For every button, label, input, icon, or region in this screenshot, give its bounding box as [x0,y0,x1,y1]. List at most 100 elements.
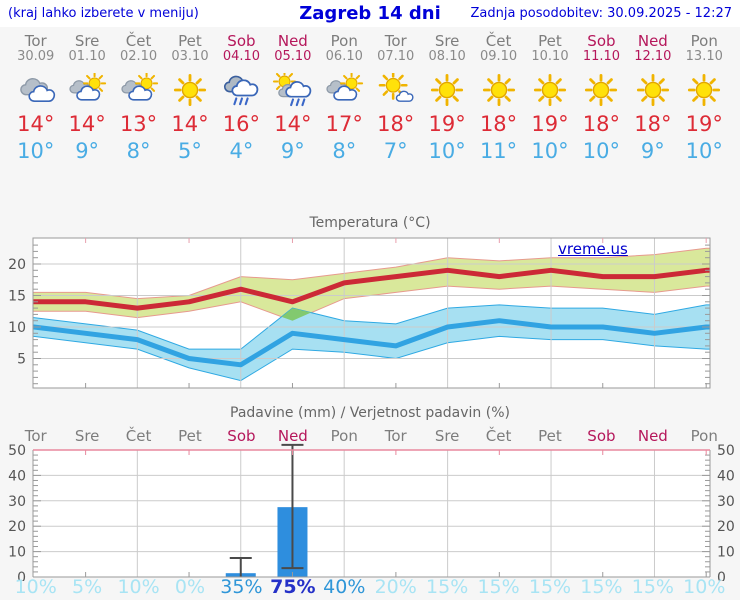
precip-day-name: Čet [125,427,152,445]
precip-day-name: Pon [330,427,358,445]
min-temperature: 10° [531,139,569,163]
min-temperature: 4° [229,139,254,163]
precip-day-name: Sre [434,427,460,445]
precip-prob-row: 10% 5% 10% 0% 35% 75% 40% 20% 15% 15% 15% 15% 15% 10% [10,576,730,598]
min-temperature: 8° [332,139,357,163]
day-date: 30.09 [17,49,55,64]
max-temperature: 14° [68,112,106,136]
forecast-day: Ned 12.10 18° 9° [627,33,678,165]
day-name: Sob [227,32,256,50]
temperature-chart-svg: 5 10 15 20 [8,237,711,389]
svg-text:20: 20 [8,519,26,535]
sunny-icon [169,73,211,107]
precip-day-name: Tor [24,427,47,445]
day-name: Sre [74,32,100,50]
forecast-day: Čet 02.10 13° 8° [113,33,164,165]
forecast-grid: Tor 30.09 14° 10° Sre 01.10 14° 9° Čet 02.10 13° 8°… [10,33,730,165]
svg-text:15: 15 [8,289,26,305]
day-name: Sre [434,32,460,50]
svg-text:0: 0 [17,570,26,581]
day-date: 02.10 [119,49,158,64]
svg-text:50: 50 [8,443,26,459]
watermark-link[interactable]: vreme.us [558,240,628,258]
max-temperature: 14° [171,112,209,136]
max-temperature: 18° [377,112,415,136]
day-name: Pon [330,32,358,50]
svg-text:0: 0 [717,570,726,581]
sunny-icon [580,73,622,107]
forecast-day: Sob 11.10 18° 10° [576,33,627,165]
svg-text:40: 40 [717,468,735,484]
min-temp-line [31,318,710,368]
partly-icon [66,73,108,107]
forecast-day: Pet 03.10 14° 5° [164,33,215,165]
day-date: 09.10 [479,49,518,64]
forecast-day: Sre 08.10 19° 10° [421,33,472,165]
sunny-icon [632,73,674,107]
min-temperature: 10° [582,139,621,163]
band-overlap [281,308,312,321]
max-temperature: 17° [325,112,363,136]
svg-text:10: 10 [8,320,26,336]
precip-day-name: Sob [587,427,616,445]
precip-probability: 15% [426,576,469,598]
precip-day-name: Pon [690,427,718,445]
svg-text:10: 10 [8,545,26,561]
precip-day-name: Sob [227,427,256,445]
day-name: Tor [384,32,407,50]
forecast-day: Čet 09.10 18° 11° [473,33,524,165]
day-name: Pet [178,32,202,50]
max-temperature: 18° [582,112,621,136]
precip-day-name: Ned [637,427,668,445]
day-date: 03.10 [171,49,209,64]
precip-probability: 15% [580,576,623,598]
forecast-day: Tor 07.10 18° 7° [370,33,421,165]
rain-icon [220,73,262,107]
max-temperature: 14° [17,112,55,136]
svg-text:40: 40 [8,468,26,484]
svg-text:20: 20 [717,519,735,535]
precip-day-name: Ned [277,427,308,445]
precip-probability: 20% [374,576,417,598]
min-temperature: 9° [640,139,665,163]
max-temp-line [31,267,710,311]
max-temperature: 19° [531,112,569,136]
precip-probability: 10% [683,576,726,598]
day-date: 05.10 [274,49,312,64]
partly-icon [323,73,365,107]
precip-day-name: Tor [384,427,407,445]
min-temperature: 10° [685,139,723,163]
forecast-day: Sre 01.10 14° 9° [61,33,112,165]
day-name: Čet [125,32,152,50]
sunny-icon [529,73,571,107]
max-temperature: 18° [479,112,518,136]
min-temperature: 9° [280,139,305,163]
svg-text:10: 10 [717,545,735,561]
day-name: Sob [587,32,616,50]
max-temperature: 16° [222,112,261,136]
min-temperature: 8° [126,139,151,163]
last-update-timestamp: Zadnja posodobitev: 30.09.2025 - 12:27 [470,6,732,21]
precip-probability: 0% [174,576,206,598]
forecast-day: Pon 13.10 19° 10° [679,33,730,165]
sunny-icon [478,73,520,107]
day-date: 04.10 [222,49,261,64]
svg-text:50: 50 [717,443,735,459]
max-temperature: 19° [685,112,723,136]
page-title: Zagreb 14 dni [299,3,441,24]
sun-rain-icon [272,73,314,107]
precip-probability: 15% [477,576,520,598]
precip-day-name: Pet [538,427,562,445]
svg-text:5: 5 [17,352,26,368]
precip-day-name: Pet [178,427,202,445]
sunny-icon [426,73,468,107]
day-name: Čet [485,32,512,50]
min-temperature: 10° [428,139,466,163]
forecast-day: Pon 06.10 17° 8° [319,33,370,165]
min-temperature: 7° [383,139,408,163]
day-date: 11.10 [582,49,621,64]
day-date: 06.10 [325,49,363,64]
min-temperature: 5° [178,139,202,163]
temperature-chart-title: Temperatura (°C) [309,215,431,231]
svg-text:30: 30 [717,494,735,510]
